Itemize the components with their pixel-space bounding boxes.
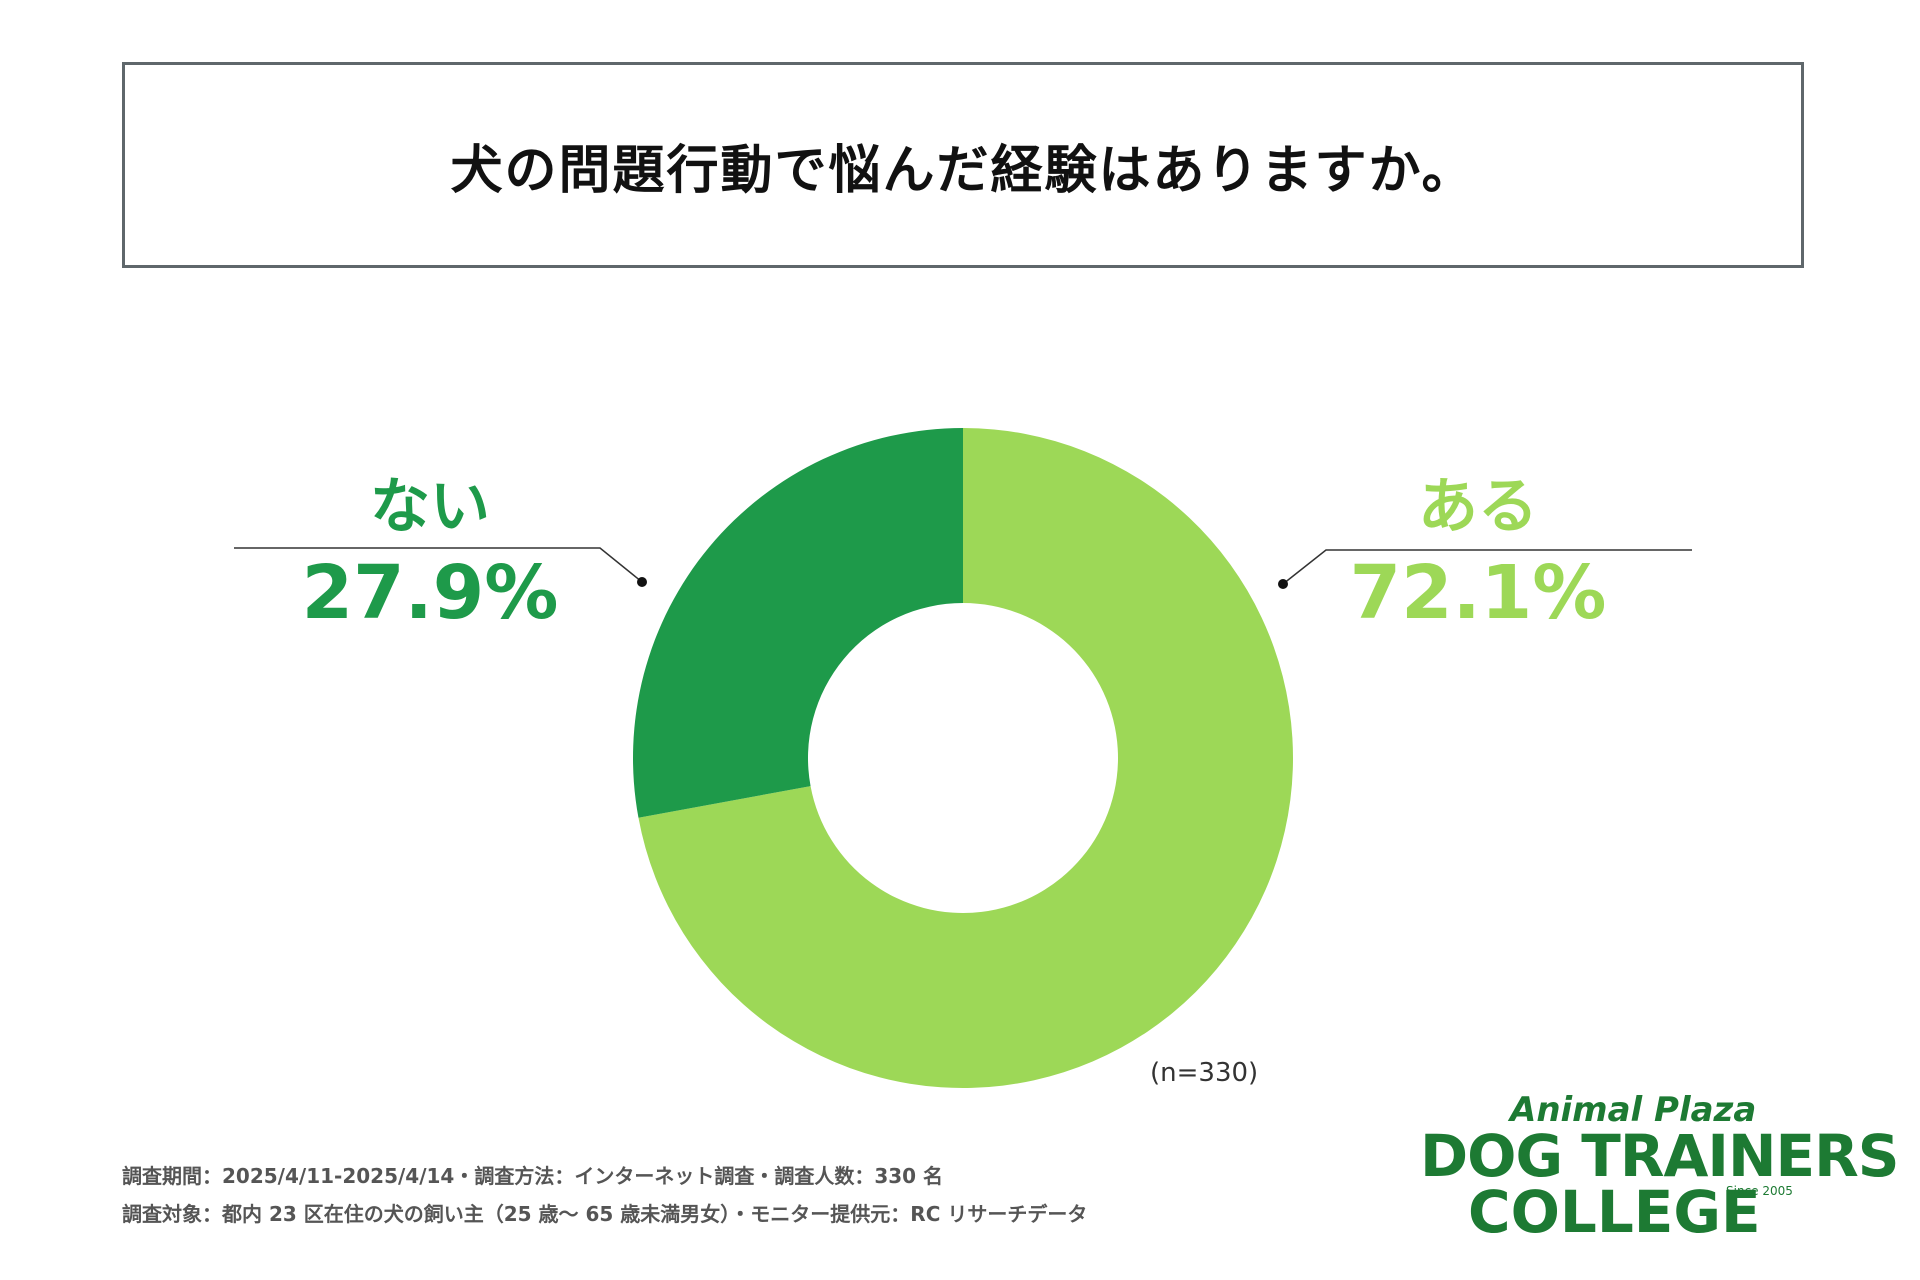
logo-college: COLLEGE bbox=[1468, 1178, 1761, 1246]
donut-slice-aru bbox=[638, 428, 1293, 1089]
leader-line-aru bbox=[1282, 549, 1692, 585]
leader-line-nai bbox=[234, 547, 643, 583]
slice-value-aru: 72.1% bbox=[1349, 550, 1607, 636]
leader-dot-nai bbox=[637, 577, 647, 587]
dog-trainers-college-logo: Animal Plaza DOG TRAINERS COLLEGE Since … bbox=[1420, 1090, 1900, 1246]
slice-label-nai: ない bbox=[370, 472, 490, 542]
logo-since: Since 2005 bbox=[1726, 1184, 1793, 1198]
donut-slice-nai bbox=[633, 428, 963, 818]
slice-label-aru: ある bbox=[1418, 472, 1538, 542]
footnote-survey-period: 調査期間：2025/4/11-2025/4/14・調査方法：インターネット調査・… bbox=[122, 1164, 944, 1188]
sample-size: (n=330) bbox=[1150, 1058, 1259, 1088]
chart-title: 犬の問題行動で悩んだ経験はありますか。 bbox=[450, 140, 1476, 201]
logo-dog-trainers: DOG TRAINERS bbox=[1420, 1122, 1900, 1190]
title-box: 犬の問題行動で悩んだ経験はありますか。 bbox=[122, 62, 1804, 268]
slice-value-nai: 27.9% bbox=[301, 550, 559, 636]
logo-animal-plaza: Animal Plaza bbox=[1510, 1090, 1757, 1130]
leader-dot-aru bbox=[1278, 579, 1288, 589]
footnote-survey-target: 調査対象：都内 23 区在住の犬の飼い主（25 歳〜 65 歳未満男女）・モニタ… bbox=[122, 1202, 1088, 1226]
